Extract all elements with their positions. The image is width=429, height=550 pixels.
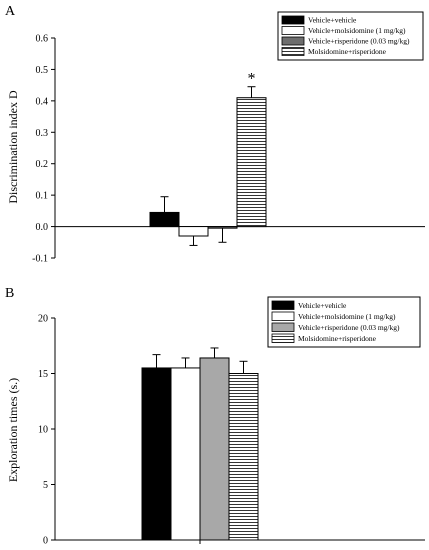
y-tick-label: 0.4: [36, 96, 49, 107]
legend-entry-2: Vehicle+molsidomine (1 mg/kg): [298, 312, 396, 321]
bar-3: [199, 357, 230, 541]
y-tick-label: 5: [43, 480, 48, 491]
legend-entry-3: Vehicle+risperidone (0.03 mg/kg): [308, 37, 410, 46]
panel-b-bars: [141, 347, 259, 541]
legend-entry-4: Molsidomine+risperidone: [308, 47, 387, 56]
panel-b-label: B: [5, 286, 14, 301]
bar-4: [228, 373, 259, 541]
legend-entry-2: Vehicle+molsidomine (1 mg/kg): [308, 26, 406, 35]
y-tick-label: 0.5: [36, 65, 49, 76]
y-tick-label: 10: [38, 425, 48, 436]
panel-a-y-axis-label: Discrimination index D: [6, 90, 20, 204]
legend-swatch-4: [271, 333, 295, 343]
bar-4: [236, 97, 267, 228]
significance-star: *: [248, 71, 256, 88]
y-tick-label: 0.3: [36, 128, 49, 139]
y-tick-label: 0.1: [36, 191, 49, 202]
legend-entry-1: Vehicle+vehicle: [298, 301, 347, 310]
y-tick-label: 15: [38, 369, 48, 380]
panel-a: A Discrimination index D -0.1 0.0 0.1 0.2 0.…: [5, 4, 425, 265]
legend-entry-3: Vehicle+risperidone (0.03 mg/kg): [298, 323, 400, 332]
y-tick-label: 0.6: [36, 34, 49, 45]
bar-1: [141, 367, 172, 541]
legend-swatch-2: [281, 26, 305, 35]
panel-a-axes: -0.1 0.0 0.1 0.2 0.3 0.4 0.5 0.6: [32, 34, 425, 265]
bar-3: [207, 226, 238, 229]
y-tick-label: -0.1: [32, 254, 48, 265]
panel-b-y-axis-label: Exploration times (s.): [6, 378, 20, 482]
panel-b: B Exploration times (s.) 0 5 10 15 20 Vehicl…: [5, 286, 425, 547]
legend-swatch-3: [271, 322, 295, 332]
panel-a-label: A: [5, 4, 16, 19]
legend-swatch-2: [271, 311, 295, 321]
y-tick-label: 20: [38, 314, 48, 325]
y-tick-label: 0.0: [36, 222, 49, 233]
bar-2: [170, 367, 201, 541]
bar-1: [149, 211, 180, 228]
legend-swatch-4: [281, 47, 305, 56]
bar-2: [178, 226, 209, 237]
panel-a-bars: *: [149, 71, 267, 246]
legend-entry-4: Molsidomine+risperidone: [298, 334, 377, 343]
legend-swatch-1: [271, 300, 295, 310]
legend-swatch-1: [281, 15, 305, 25]
panel-b-legend: Vehicle+vehicle Vehicle+molsidomine (1 mg…: [267, 296, 421, 348]
legend-entry-1: Vehicle+vehicle: [308, 16, 357, 25]
legend-swatch-3: [281, 36, 305, 46]
y-tick-label: 0: [43, 536, 48, 547]
y-tick-label: 0.2: [36, 159, 49, 170]
